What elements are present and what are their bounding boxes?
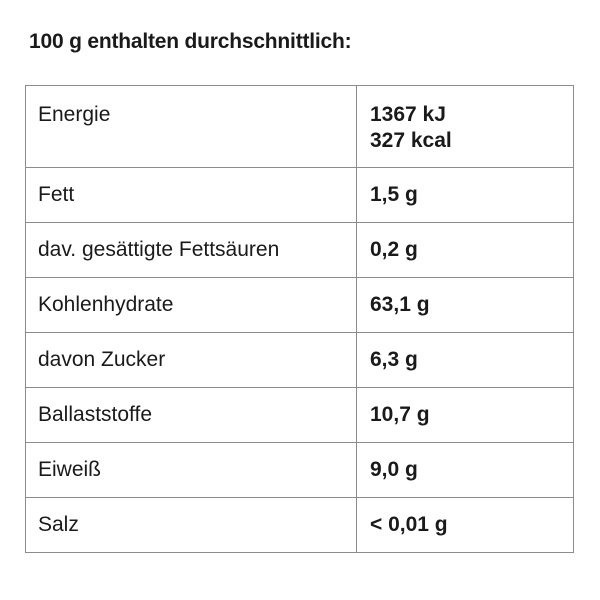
nutrient-value: < 0,01 g	[356, 497, 574, 553]
nutrient-label: Kohlenhydrate	[25, 277, 357, 333]
table-row-kohlenhydrate: Kohlenhydrate 63,1 g	[25, 277, 574, 333]
nutrient-label: dav. gesättigte Fettsäuren	[25, 222, 357, 278]
table-row-zucker: davon Zucker 6,3 g	[25, 332, 574, 388]
table-row-eiweiss: Eiweiß 9,0 g	[25, 442, 574, 498]
nutrient-label-text: Energie	[38, 103, 111, 126]
table-row-ballaststoffe: Ballaststoffe 10,7 g	[25, 387, 574, 443]
nutrient-label: Energie	[25, 85, 357, 168]
nutrient-value: 10,7 g	[356, 387, 574, 443]
nutrient-value: 1,5 g	[356, 167, 574, 223]
nutrient-value: 1367 kJ 327 kcal	[356, 85, 574, 168]
table-title: 100 g enthalten durchschnittlich:	[29, 30, 352, 53]
nutrient-value: 63,1 g	[356, 277, 574, 333]
energy-kj-value: 1367 kJ	[370, 103, 446, 126]
nutrient-value: 9,0 g	[356, 442, 574, 498]
table-row-salz: Salz < 0,01 g	[25, 497, 574, 553]
table-row-fett: Fett 1,5 g	[25, 167, 574, 223]
table-row-energie: Energie 1367 kJ 327 kcal	[25, 85, 574, 168]
nutrient-label: Fett	[25, 167, 357, 223]
nutrient-label: davon Zucker	[25, 332, 357, 388]
nutrient-value: 6,3 g	[356, 332, 574, 388]
nutrient-value: 0,2 g	[356, 222, 574, 278]
nutrient-label: Ballaststoffe	[25, 387, 357, 443]
nutrient-label: Eiweiß	[25, 442, 357, 498]
nutrition-table: Energie 1367 kJ 327 kcal Fett 1,5 g dav.…	[25, 85, 574, 553]
nutrient-label: Salz	[25, 497, 357, 553]
energy-kcal-value: 327 kcal	[370, 129, 452, 152]
table-row-gesaettigte-fettsaeuren: dav. gesättigte Fettsäuren 0,2 g	[25, 222, 574, 278]
